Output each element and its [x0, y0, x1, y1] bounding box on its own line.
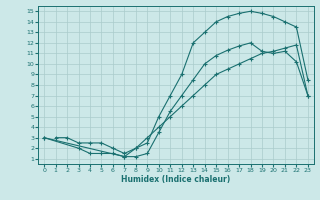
X-axis label: Humidex (Indice chaleur): Humidex (Indice chaleur)	[121, 175, 231, 184]
